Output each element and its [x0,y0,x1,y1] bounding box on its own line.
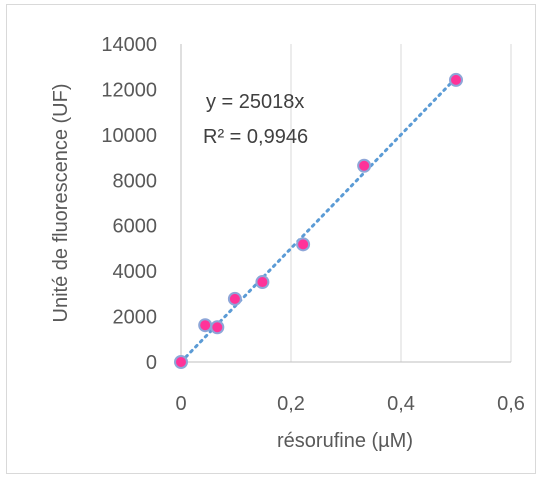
y-tick-label: 14000 [101,34,157,56]
x-tick-label: 0,4 [387,393,415,415]
data-point [174,355,188,369]
trendline-equation: y = 25018x [206,91,304,113]
data-points [174,72,463,369]
x-tick-label: 0,2 [277,393,305,415]
data-point [227,291,242,306]
data-point [296,237,311,252]
grid-layer [290,44,512,362]
y-tick-label: 2000 [113,307,158,329]
data-point [449,72,463,87]
data-point [210,320,225,335]
y-tick-label: 12000 [101,79,157,101]
x-axis-title: résorufine (µM) [277,430,413,452]
x-tick-label: 0,6 [497,393,525,415]
x-tick-label: 0 [175,393,186,415]
chart-frame [6,4,536,474]
y-tick-label: 8000 [113,170,158,192]
y-tick-label: 4000 [113,261,158,283]
y-axis-title: Unité de fluorescence (UF) [50,84,72,323]
y-tick-label: 0 [146,352,157,374]
data-point [255,275,270,290]
data-point [198,318,213,333]
trendline-r-squared: R² = 0,9946 [203,126,308,148]
y-tick-label: 10000 [101,125,157,147]
trendline [179,76,458,364]
data-point [357,158,372,173]
y-tick-labels: 0 2000 4000 6000 8000 10000 12000 14000 [101,34,157,374]
y-tick-label: 6000 [113,216,158,238]
x-tick-labels: 0 0,2 0,4 0,6 [175,393,524,415]
